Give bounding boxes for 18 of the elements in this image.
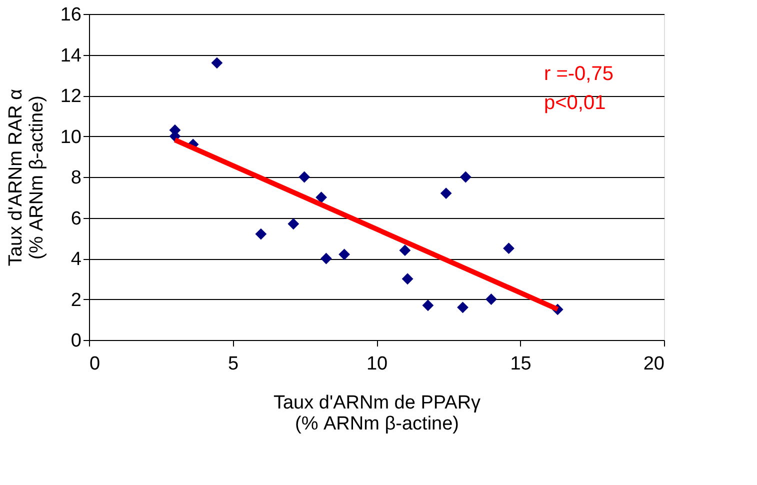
x-tick-label: 0 <box>90 354 100 374</box>
x-tick-label: 20 <box>643 354 664 374</box>
y-tick-label: 0 <box>70 330 82 352</box>
y-tick-label: 10 <box>60 126 82 148</box>
y-tick-label: 16 <box>60 4 82 26</box>
y-tick-label: 2 <box>70 290 82 311</box>
y-tick-label: 14 <box>60 45 82 66</box>
y-tick-label: 4 <box>70 249 82 270</box>
y-tick-label: 8 <box>70 168 82 188</box>
annotation: r =-0,75 <box>544 63 614 85</box>
x-tick-label: 5 <box>228 354 239 374</box>
y-tick-label: 6 <box>70 208 82 230</box>
x-tick-label: 10 <box>366 354 388 374</box>
x-tick-label: 15 <box>510 354 532 374</box>
x-axis-title: Taux d'ARNm de PPARγ (% ARNm β-actine) <box>273 392 482 434</box>
y-axis-title: Taux d'ARNm RAR α (% ARNm β-actine) <box>5 88 48 266</box>
annotation: p<0,01 <box>544 92 606 114</box>
y-tick-label: 12 <box>60 86 82 107</box>
